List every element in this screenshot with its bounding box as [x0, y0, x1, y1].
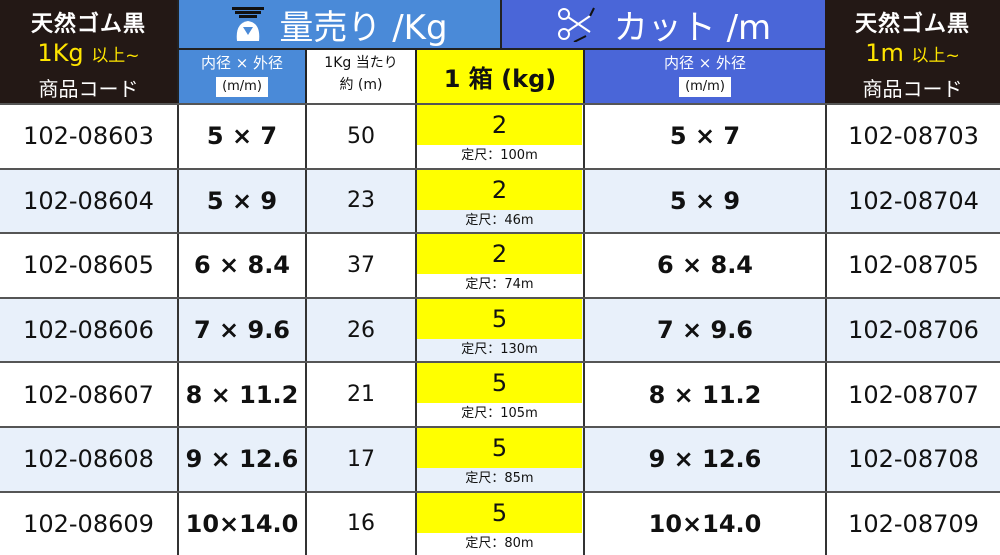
- standard-length: 定尺：100m: [461, 148, 538, 163]
- box-header: 1 箱 (kg): [415, 50, 583, 103]
- box-cell: [415, 105, 583, 168]
- product-code-m: 102-08703: [825, 105, 1000, 168]
- meters-per-kg: 17: [305, 428, 415, 491]
- cut-section-header: カット /m: [500, 0, 825, 50]
- box-kg: 5: [417, 428, 582, 468]
- standard-length: 定尺：74m: [465, 277, 534, 293]
- dimensions: 5 × 7: [177, 105, 305, 168]
- box-kg: 5: [417, 363, 582, 404]
- cut-dimensions: 10×14.0: [583, 492, 825, 555]
- table-row: 102-08608 9 × 12.6 17 5 定尺：85m 9 × 12.6 …: [0, 426, 1000, 491]
- meters-per-kg: 23: [305, 169, 415, 233]
- dimensions: 10×14.0: [177, 492, 305, 555]
- box-kg: 2: [417, 234, 582, 275]
- min-suffix: 以上~: [911, 46, 960, 66]
- box-cell: [415, 234, 583, 297]
- box-cell: [415, 428, 583, 491]
- box-cell: [415, 492, 583, 555]
- cut-dimensions: 6 × 8.4: [583, 234, 825, 297]
- min-suffix: 以上~: [91, 46, 140, 66]
- cut-dims-header: 内径 × 外径 (m/m): [583, 50, 825, 103]
- dimensions: 6 × 8.4: [177, 234, 305, 297]
- meters-per-kg: 16: [305, 492, 415, 555]
- dimensions: 5 × 9: [177, 169, 305, 233]
- dims-label: 内径 × 外径: [200, 54, 284, 72]
- code-label: 商品コード: [862, 77, 963, 101]
- perkg-header: 1Kg 当たり 約 (m): [305, 50, 415, 103]
- weight-section-header: 量売り /Kg: [177, 0, 500, 50]
- dims-unit: (m/m): [679, 77, 731, 97]
- cut-dimensions: 5 × 7: [583, 105, 825, 168]
- product-code-kg: 102-08609: [23, 509, 154, 538]
- product-code-m: 102-08706: [825, 298, 1000, 362]
- product-code-kg: 102-08607: [23, 380, 154, 409]
- product-code-m: 102-08707: [825, 363, 1000, 426]
- product-code-kg: 102-08606: [23, 316, 154, 345]
- standard-length: 定尺：46m: [465, 212, 534, 228]
- perkg-unit: 約 (m): [339, 77, 383, 93]
- perkg-label: 1Kg 当たり: [324, 55, 398, 71]
- box-cell: [415, 298, 583, 362]
- right-code-header: 天然ゴム黒 1m 以上~ 商品コード: [825, 0, 1000, 103]
- product-code-kg: 102-08603: [23, 122, 154, 151]
- cut-dimensions: 7 × 9.6: [583, 298, 825, 362]
- dims-label: 内径 × 外径: [663, 54, 747, 72]
- weight-section-title: 量売り /Kg: [279, 7, 448, 48]
- box-cell: [415, 169, 583, 233]
- scissors-icon: [557, 7, 595, 42]
- meters-per-kg: 21: [305, 363, 415, 426]
- cut-section-title: カット /m: [613, 7, 772, 48]
- dimensions: 9 × 12.6: [177, 428, 305, 491]
- table-row: 102-08609 10×14.0 16 5 定尺：80m 10×14.0 10…: [0, 490, 1000, 555]
- header-title: 天然ゴム黒: [854, 12, 970, 37]
- cut-dimensions: 8 × 11.2: [583, 363, 825, 426]
- product-code-kg: 102-08605: [23, 251, 154, 280]
- cut-dimensions: 9 × 12.6: [583, 428, 825, 491]
- header-title: 天然ゴム黒: [30, 12, 146, 37]
- product-code-m: 102-08709: [825, 492, 1000, 555]
- standard-length: 定尺：80m: [465, 535, 534, 551]
- standard-length: 定尺：130m: [461, 341, 538, 357]
- box-kg: 5: [417, 492, 582, 533]
- meters-per-kg: 50: [305, 105, 415, 168]
- left-code-header: 天然ゴム黒 1Kg 以上~ 商品コード: [0, 0, 177, 103]
- code-label: 商品コード: [38, 77, 139, 101]
- dimensions: 7 × 9.6: [177, 298, 305, 362]
- dims-unit: (m/m): [216, 77, 268, 97]
- standard-length: 定尺：85m: [465, 471, 534, 486]
- table-row: 102-08604 5 × 9 23 2 定尺：46m 5 × 9 102-08…: [0, 167, 1000, 233]
- box-kg: 2: [417, 105, 582, 145]
- min-qty: 1Kg: [37, 39, 84, 67]
- dims-header: 内径 × 外径 (m/m): [177, 50, 305, 103]
- meters-per-kg: 26: [305, 298, 415, 362]
- table-row: 102-08607 8 × 11.2 21 5 定尺：105m 8 × 11.2…: [0, 361, 1000, 426]
- meters-per-kg: 37: [305, 234, 415, 297]
- cut-dimensions: 5 × 9: [583, 169, 825, 233]
- scale-icon: [232, 7, 265, 41]
- table-row: 102-08605 6 × 8.4 37 2 定尺：74m 6 × 8.4 10…: [0, 232, 1000, 297]
- product-code-m: 102-08708: [825, 428, 1000, 491]
- dimensions: 8 × 11.2: [177, 363, 305, 426]
- box-kg: 5: [417, 298, 582, 339]
- standard-length: 定尺：105m: [461, 406, 538, 422]
- product-code-kg: 102-08608: [23, 445, 154, 474]
- min-qty: 1m: [865, 39, 904, 67]
- box-kg: 2: [417, 169, 582, 210]
- table-row: 102-08603 5 × 7 50 2 定尺：100m 5 × 7 102-0…: [0, 103, 1000, 168]
- product-code-m: 102-08705: [825, 234, 1000, 297]
- box-cell: [415, 363, 583, 426]
- product-code-kg: 102-08604: [23, 186, 154, 215]
- table-row: 102-08606 7 × 9.6 26 5 定尺：130m 7 × 9.6 1…: [0, 296, 1000, 362]
- product-code-m: 102-08704: [825, 169, 1000, 233]
